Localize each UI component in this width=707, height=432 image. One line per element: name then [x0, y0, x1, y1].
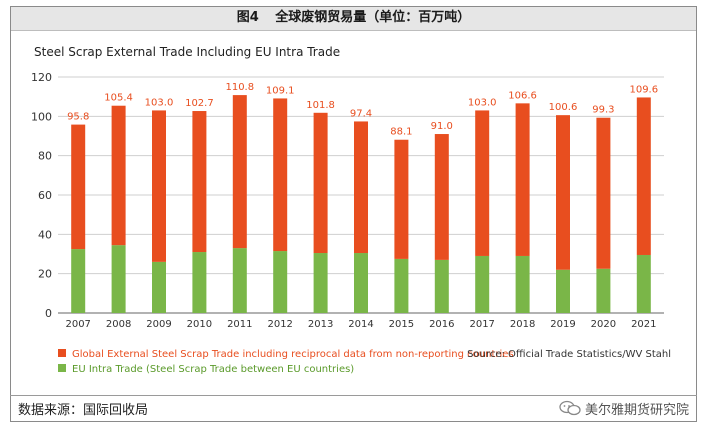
data-label: 95.8 — [67, 112, 89, 123]
bar-eu-2008 — [111, 245, 126, 313]
data-label: 106.6 — [508, 90, 537, 101]
legend-label-global: Global External Steel Scrap Trade includ… — [72, 349, 514, 360]
bar-eu-2021 — [636, 254, 651, 313]
bar-global-2010 — [192, 111, 207, 253]
bar-eu-2015 — [394, 258, 409, 313]
bar-global-2020 — [596, 117, 611, 269]
legend-label-eu: EU Intra Trade (Steel Scrap Trade betwee… — [72, 364, 354, 375]
bar-global-2019 — [556, 115, 570, 270]
y-tick-label: 60 — [38, 189, 52, 202]
bar-eu-2012 — [273, 251, 288, 313]
data-label: 100.6 — [549, 102, 578, 113]
data-label: 110.8 — [225, 82, 254, 93]
bars — [71, 95, 651, 313]
value-labels: 95.8 105.4 103.0 102.7 110.8 109.1 101.8 97.4 88… — [67, 82, 658, 138]
x-tick-label: 2020 — [591, 319, 616, 330]
x-tick-label: 2012 — [267, 319, 292, 330]
bar-eu-2010 — [192, 252, 207, 313]
data-label: 105.4 — [104, 93, 133, 104]
data-label: 88.1 — [390, 127, 412, 138]
x-tick-label: 2010 — [187, 319, 212, 330]
bar-global-2016 — [434, 134, 449, 260]
data-label: 97.4 — [350, 108, 372, 119]
bar-global-2007 — [71, 124, 86, 250]
y-tick-label: 120 — [31, 71, 52, 84]
x-tick-label: 2015 — [389, 319, 414, 330]
bar-eu-2017 — [475, 255, 490, 313]
y-axis: 0 20 40 60 80 100 120 — [31, 71, 52, 320]
x-tick-label: 2011 — [227, 319, 252, 330]
x-tick-label: 2007 — [65, 319, 90, 330]
data-label: 109.1 — [266, 85, 295, 96]
data-label: 99.3 — [592, 105, 614, 116]
bar-global-2017 — [475, 110, 490, 256]
x-tick-label: 2009 — [146, 319, 171, 330]
figure-title: 图4 全球废钢贸易量（单位：百万吨） — [10, 6, 697, 31]
y-tick-label: 40 — [38, 228, 52, 241]
bar-global-2008 — [111, 105, 126, 246]
bar-global-2009 — [152, 110, 166, 262]
bar-eu-2018 — [515, 255, 530, 313]
x-tick-label: 2018 — [510, 319, 535, 330]
figure-number: 图4 — [236, 10, 259, 25]
x-tick-label: 2019 — [550, 319, 575, 330]
bar-eu-2020 — [596, 268, 611, 313]
data-label: 102.7 — [185, 98, 214, 109]
data-label: 101.8 — [306, 100, 335, 111]
y-tick-label: 80 — [38, 150, 52, 163]
chart-source: Source: Official Trade Statistics/WV Sta… — [467, 349, 671, 360]
y-tick-label: 100 — [31, 110, 52, 123]
bar-global-2013 — [313, 112, 328, 254]
watermark: 美尔雅期货研究院 — [559, 398, 689, 418]
bar-global-2012 — [273, 98, 288, 252]
bar-eu-2019 — [556, 269, 570, 313]
bar-eu-2009 — [152, 261, 166, 313]
data-label: 103.0 — [145, 97, 174, 108]
x-tick-label: 2013 — [308, 319, 333, 330]
bar-eu-2007 — [71, 249, 86, 313]
wechat-icon — [559, 400, 581, 416]
y-tick-label: 0 — [45, 307, 52, 320]
x-axis: 2007 2008 2009 2010 2011 2012 2013 2014 2015 2016… — [65, 319, 656, 330]
x-tick-label: 2021 — [631, 319, 656, 330]
x-tick-label: 2017 — [469, 319, 494, 330]
bar-global-2014 — [354, 121, 368, 254]
footer-divider — [10, 395, 697, 396]
bar-eu-2016 — [434, 259, 449, 313]
bar-eu-2014 — [354, 253, 368, 313]
x-tick-label: 2008 — [106, 319, 131, 330]
legend-swatch-eu — [58, 364, 66, 372]
data-label: 91.0 — [431, 121, 453, 132]
figure-caption: 全球废钢贸易量（单位：百万吨） — [275, 10, 471, 25]
bar-global-2011 — [232, 95, 247, 249]
chart-title: Steel Scrap External Trade Including EU … — [34, 45, 340, 59]
legend-swatch-global — [58, 349, 66, 357]
x-tick-label: 2016 — [429, 319, 454, 330]
bar-global-2018 — [515, 103, 530, 256]
bar-global-2021 — [636, 97, 651, 255]
data-label: 103.0 — [468, 97, 497, 108]
data-label: 109.6 — [629, 84, 658, 95]
bar-global-2015 — [394, 139, 409, 259]
x-tick-label: 2014 — [348, 319, 373, 330]
bar-eu-2011 — [232, 248, 247, 313]
bar-eu-2013 — [313, 253, 328, 313]
watermark-text: 美尔雅期货研究院 — [584, 402, 689, 418]
figure-frame — [10, 6, 697, 422]
data-source: 数据来源：国际回收局 — [18, 403, 149, 418]
y-tick-label: 20 — [38, 268, 52, 281]
